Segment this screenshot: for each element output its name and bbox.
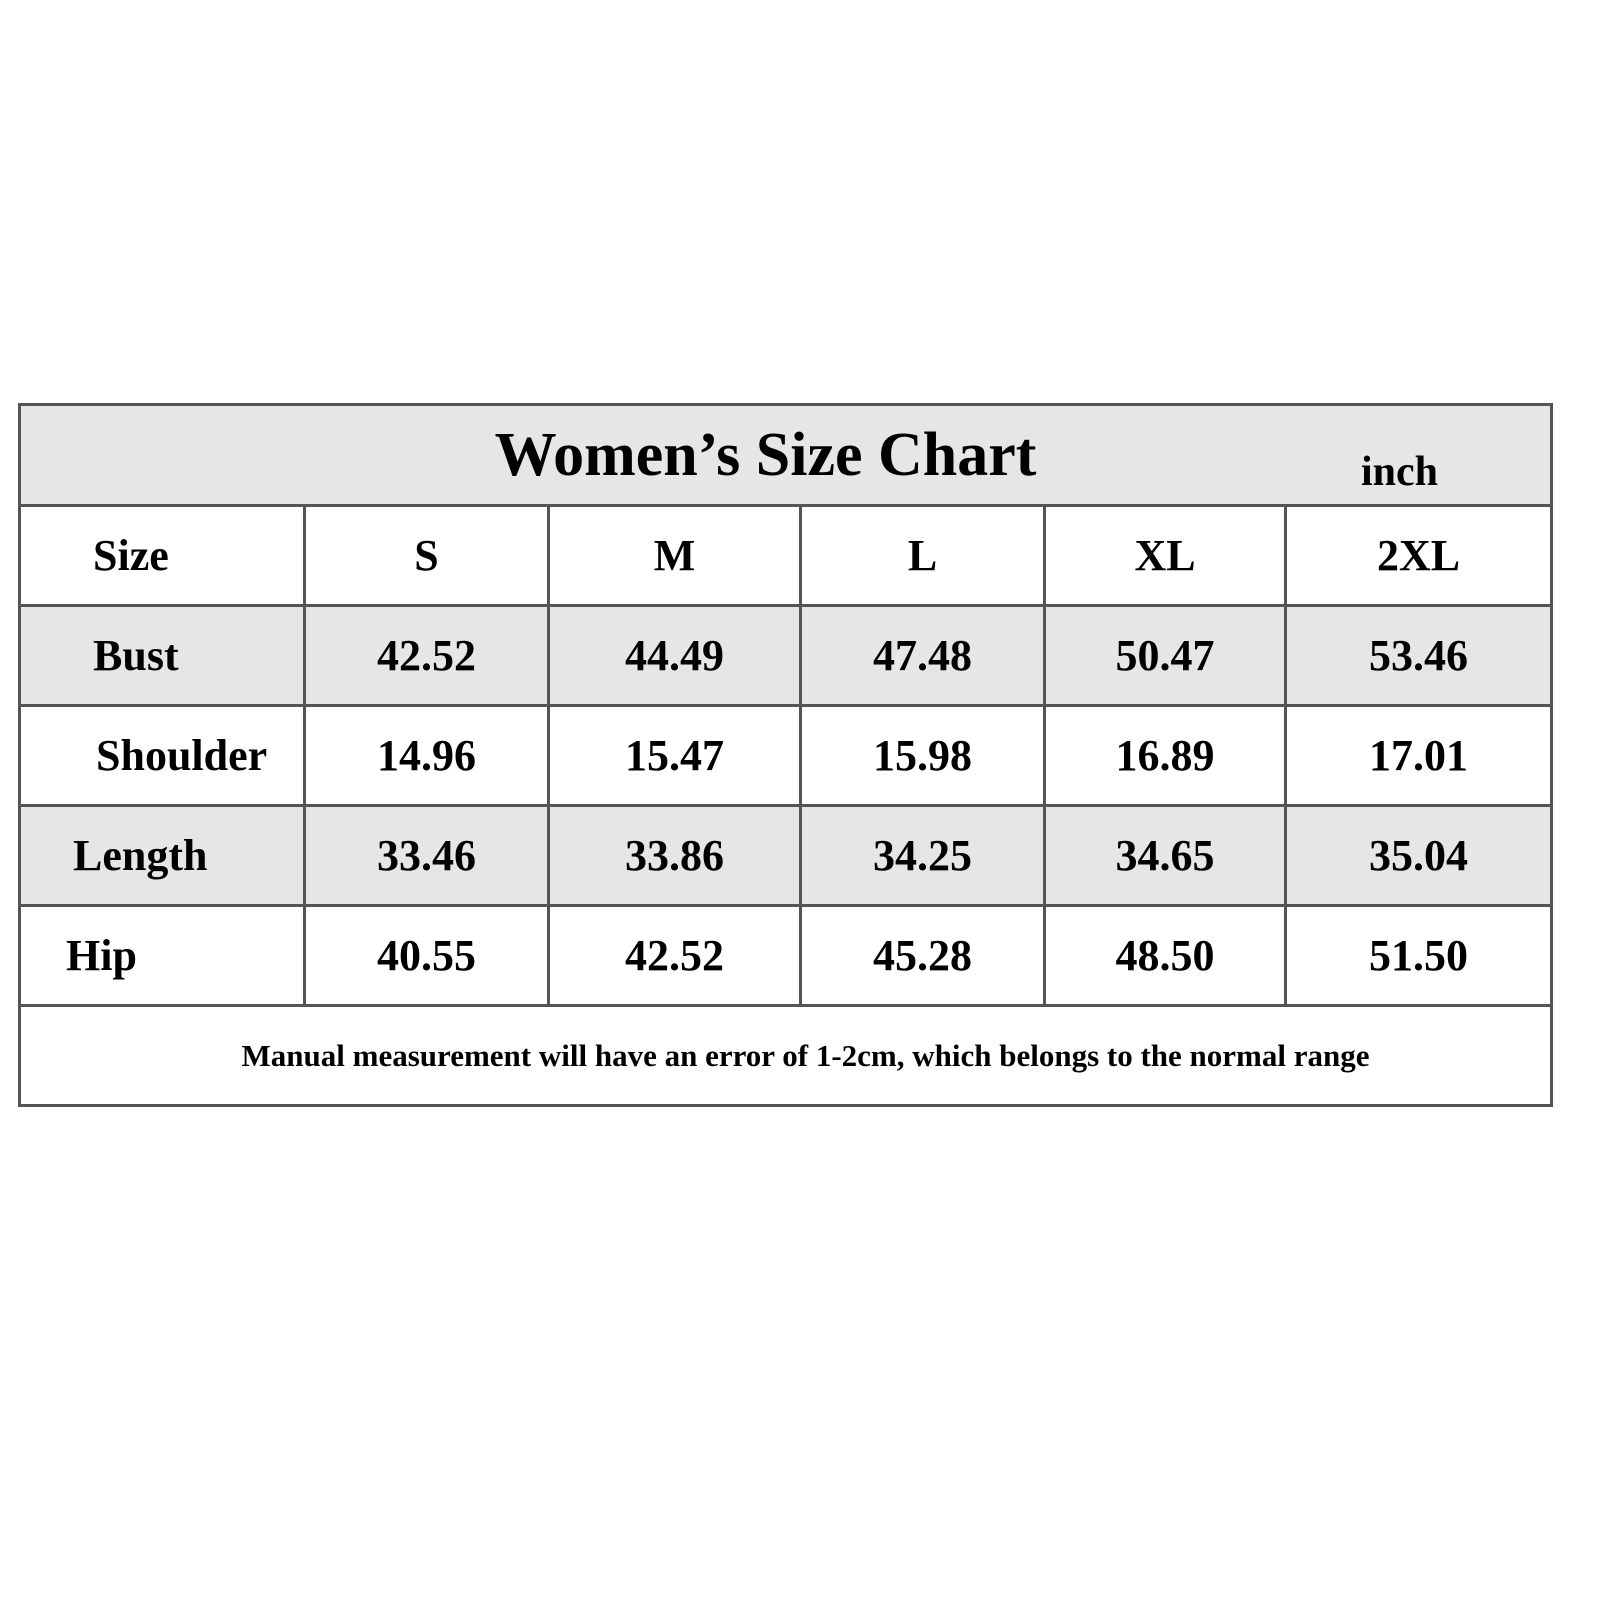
column-header: L (799, 504, 1046, 607)
table-cell: 44.49 (547, 604, 802, 707)
table-cell: 42.52 (547, 904, 802, 1007)
chart-title: Women’s Size Chart (494, 420, 1037, 489)
unit-label: inch (1360, 449, 1438, 495)
row-label: Length (18, 804, 306, 907)
table-cell: 42.52 (303, 604, 550, 707)
table-cell: 51.50 (1284, 904, 1553, 1007)
table-cell: 48.50 (1043, 904, 1287, 1007)
table-row-bust: Bust 42.52 44.49 47.48 50.47 53.46 (18, 604, 1553, 707)
column-header: M (547, 504, 802, 607)
table-row-shoulder: Shoulder 14.96 15.47 15.98 16.89 17.01 (18, 704, 1553, 807)
size-chart-table: Women’s Size Chart inch Size S M L XL 2X… (18, 403, 1553, 1107)
measurement-note: Manual measurement will have an error of… (18, 1004, 1553, 1107)
table-cell: 34.65 (1043, 804, 1287, 907)
table-row-length: Length 33.46 33.86 34.25 34.65 35.04 (18, 804, 1553, 907)
table-cell: 34.25 (799, 804, 1046, 907)
title-row: Women’s Size Chart inch (18, 403, 1553, 507)
note-row: Manual measurement will have an error of… (18, 1004, 1553, 1107)
row-label: Bust (18, 604, 306, 707)
table-cell: 40.55 (303, 904, 550, 1007)
table-cell: 17.01 (1284, 704, 1553, 807)
table-cell: 33.86 (547, 804, 802, 907)
column-header: S (303, 504, 550, 607)
table-cell: 50.47 (1043, 604, 1287, 707)
column-header: 2XL (1284, 504, 1553, 607)
table-cell: 33.46 (303, 804, 550, 907)
column-header: XL (1043, 504, 1287, 607)
table-cell: 35.04 (1284, 804, 1553, 907)
table-cell: 15.98 (799, 704, 1046, 807)
row-label: Hip (18, 904, 306, 1007)
table-cell: 45.28 (799, 904, 1046, 1007)
table-cell: 53.46 (1284, 604, 1553, 707)
row-label: Shoulder (18, 704, 306, 807)
table-cell: 47.48 (799, 604, 1046, 707)
table-cell: 14.96 (303, 704, 550, 807)
table-cell: 16.89 (1043, 704, 1287, 807)
header-row: Size S M L XL 2XL (18, 504, 1553, 607)
header-label: Size (18, 504, 306, 607)
table-row-hip: Hip 40.55 42.52 45.28 48.50 51.50 (18, 904, 1553, 1007)
table-cell: 15.47 (547, 704, 802, 807)
title-cell: Women’s Size Chart inch (18, 403, 1553, 507)
